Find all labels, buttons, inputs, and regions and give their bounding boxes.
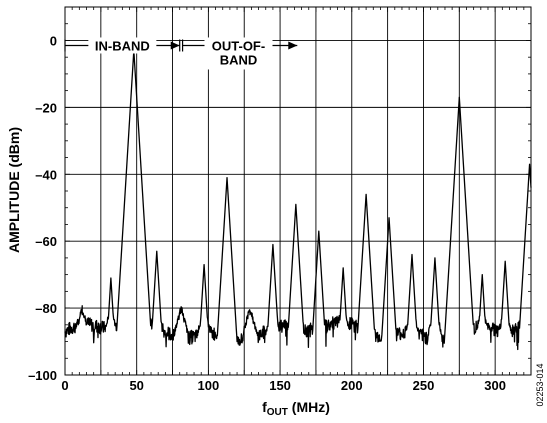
y-tick-label: –60 — [35, 234, 57, 249]
out-of-band-label: BAND — [220, 52, 258, 67]
y-tick-label: –80 — [35, 301, 57, 316]
y-tick-label: 0 — [50, 33, 57, 48]
y-tick-label: –100 — [28, 368, 57, 383]
y-tick-label: –40 — [35, 167, 57, 182]
y-tick-labels: 0 –20 –40 –60 –80 –100 — [28, 33, 57, 383]
out-of-band-arrow-head — [288, 41, 298, 50]
x-axis-title-unit: (MHz) — [288, 399, 330, 415]
x-tick-label: 150 — [269, 378, 291, 393]
out-of-band-label: OUT-OF- — [212, 38, 265, 53]
x-axis-title-sub: OUT — [267, 407, 288, 418]
y-tick-label: –20 — [35, 100, 57, 115]
x-tick-label: 300 — [484, 378, 506, 393]
x-tick-label: 50 — [129, 378, 143, 393]
out-of-band-label-bg — [204, 37, 273, 70]
tick-marks — [64, 6, 532, 376]
in-band-arrow-head — [170, 41, 180, 50]
x-tick-label: 0 — [61, 378, 68, 393]
spectrum-trace — [64, 49, 532, 351]
x-axis-title-f: f — [262, 399, 267, 415]
x-axis-title: fOUT (MHz) — [262, 399, 330, 418]
in-band-label-bg — [88, 37, 157, 54]
trace-group — [64, 49, 532, 351]
y-axis-title: AMPLITUDE (dBm) — [6, 127, 22, 253]
x-tick-labels: 0 50 100 150 200 250 300 — [61, 378, 506, 393]
x-tick-label: 200 — [341, 378, 363, 393]
in-band-label: IN-BAND — [95, 38, 150, 53]
x-tick-label: 100 — [198, 378, 220, 393]
figure-id: 02253-014 — [535, 363, 545, 406]
x-tick-label: 250 — [413, 378, 435, 393]
band-annotations: IN-BAND OUT-OF-BAND — [64, 37, 298, 70]
